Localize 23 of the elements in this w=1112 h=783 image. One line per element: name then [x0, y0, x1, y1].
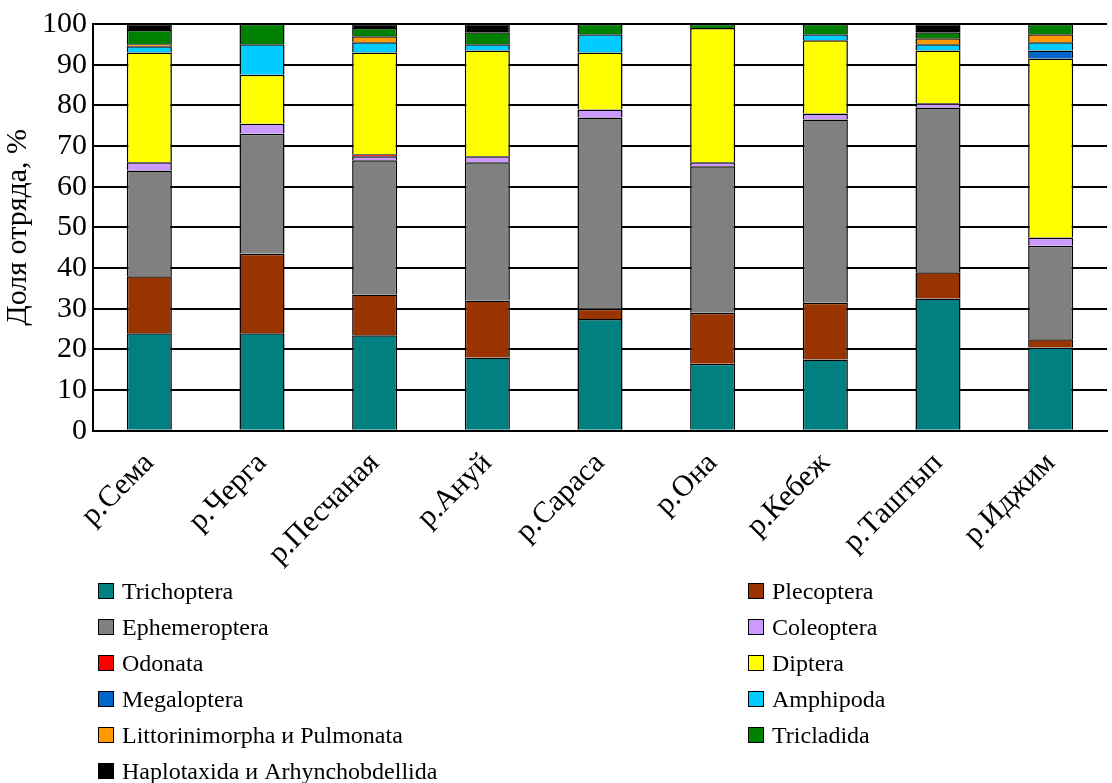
legend-label: Amphipoda — [772, 685, 886, 713]
y-tick-label: 90 — [57, 45, 87, 79]
legend-label: Trichoptera — [122, 577, 234, 605]
legend-label: Megaloptera — [122, 685, 244, 713]
legend-label: Odonata — [122, 649, 204, 677]
y-tick-label: 30 — [57, 289, 87, 323]
y-tick-label: 80 — [57, 86, 87, 120]
y-tick-label: 70 — [57, 126, 87, 160]
legend-label: Plecoptera — [772, 577, 874, 605]
y-tick-label: 20 — [57, 330, 87, 364]
y-tick-label: 0 — [72, 411, 87, 445]
y-tick-label: 60 — [57, 167, 87, 201]
legend-label: Diptera — [772, 649, 844, 677]
legend-label: Haplotaxida и Arhynchobdellida — [122, 757, 438, 783]
legend-label: Littorinimorpha и Pulmonata — [122, 721, 403, 749]
y-tick-label: 40 — [57, 248, 87, 282]
legend-label: Ephemeroptera — [122, 613, 269, 641]
y-tick-label: 10 — [57, 370, 87, 404]
y-axis-title: Доля отряда, % — [0, 128, 32, 326]
legend-label: Coleoptera — [772, 613, 878, 641]
legend-label: Tricladida — [772, 721, 870, 749]
y-tick-label: 100 — [42, 4, 87, 38]
y-tick-label: 50 — [57, 208, 87, 242]
